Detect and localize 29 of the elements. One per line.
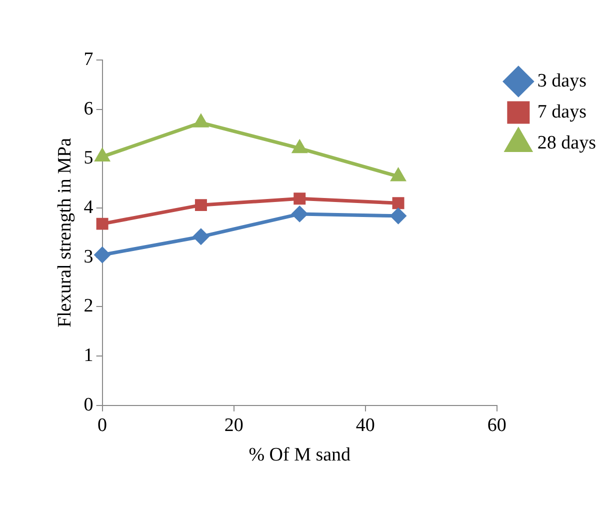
legend-label: 3 days (537, 70, 586, 92)
x-tick-label: 40 (356, 414, 375, 436)
y-tick-label: 0 (84, 394, 94, 416)
legend-label: 7 days (537, 101, 586, 122)
y-tick-label: 2 (84, 296, 94, 317)
point (391, 168, 406, 182)
x-tick-label: 20 (224, 414, 244, 436)
point (292, 206, 308, 222)
legend-label: 28 days (537, 132, 596, 154)
y-tick-label: 1 (84, 345, 94, 366)
x-tick-label: 60 (487, 414, 506, 436)
point (193, 228, 209, 244)
point (294, 192, 306, 205)
point (292, 140, 307, 154)
y-tick-label: 6 (84, 98, 94, 120)
point (390, 208, 406, 224)
point (392, 197, 404, 210)
point (96, 218, 108, 230)
y-tick-label: 4 (84, 197, 94, 218)
point (194, 114, 208, 128)
y-axis-title: Flexural strength in MPa (54, 137, 76, 328)
point (95, 148, 110, 162)
y-tick-label: 7 (84, 48, 94, 70)
x-axis-title: % Of M sand (248, 444, 352, 466)
y-tick-label: 3 (84, 246, 94, 268)
y-tick-label: 5 (84, 148, 94, 169)
x-tick-label: 0 (98, 414, 108, 436)
point (94, 247, 110, 263)
point (194, 199, 207, 212)
